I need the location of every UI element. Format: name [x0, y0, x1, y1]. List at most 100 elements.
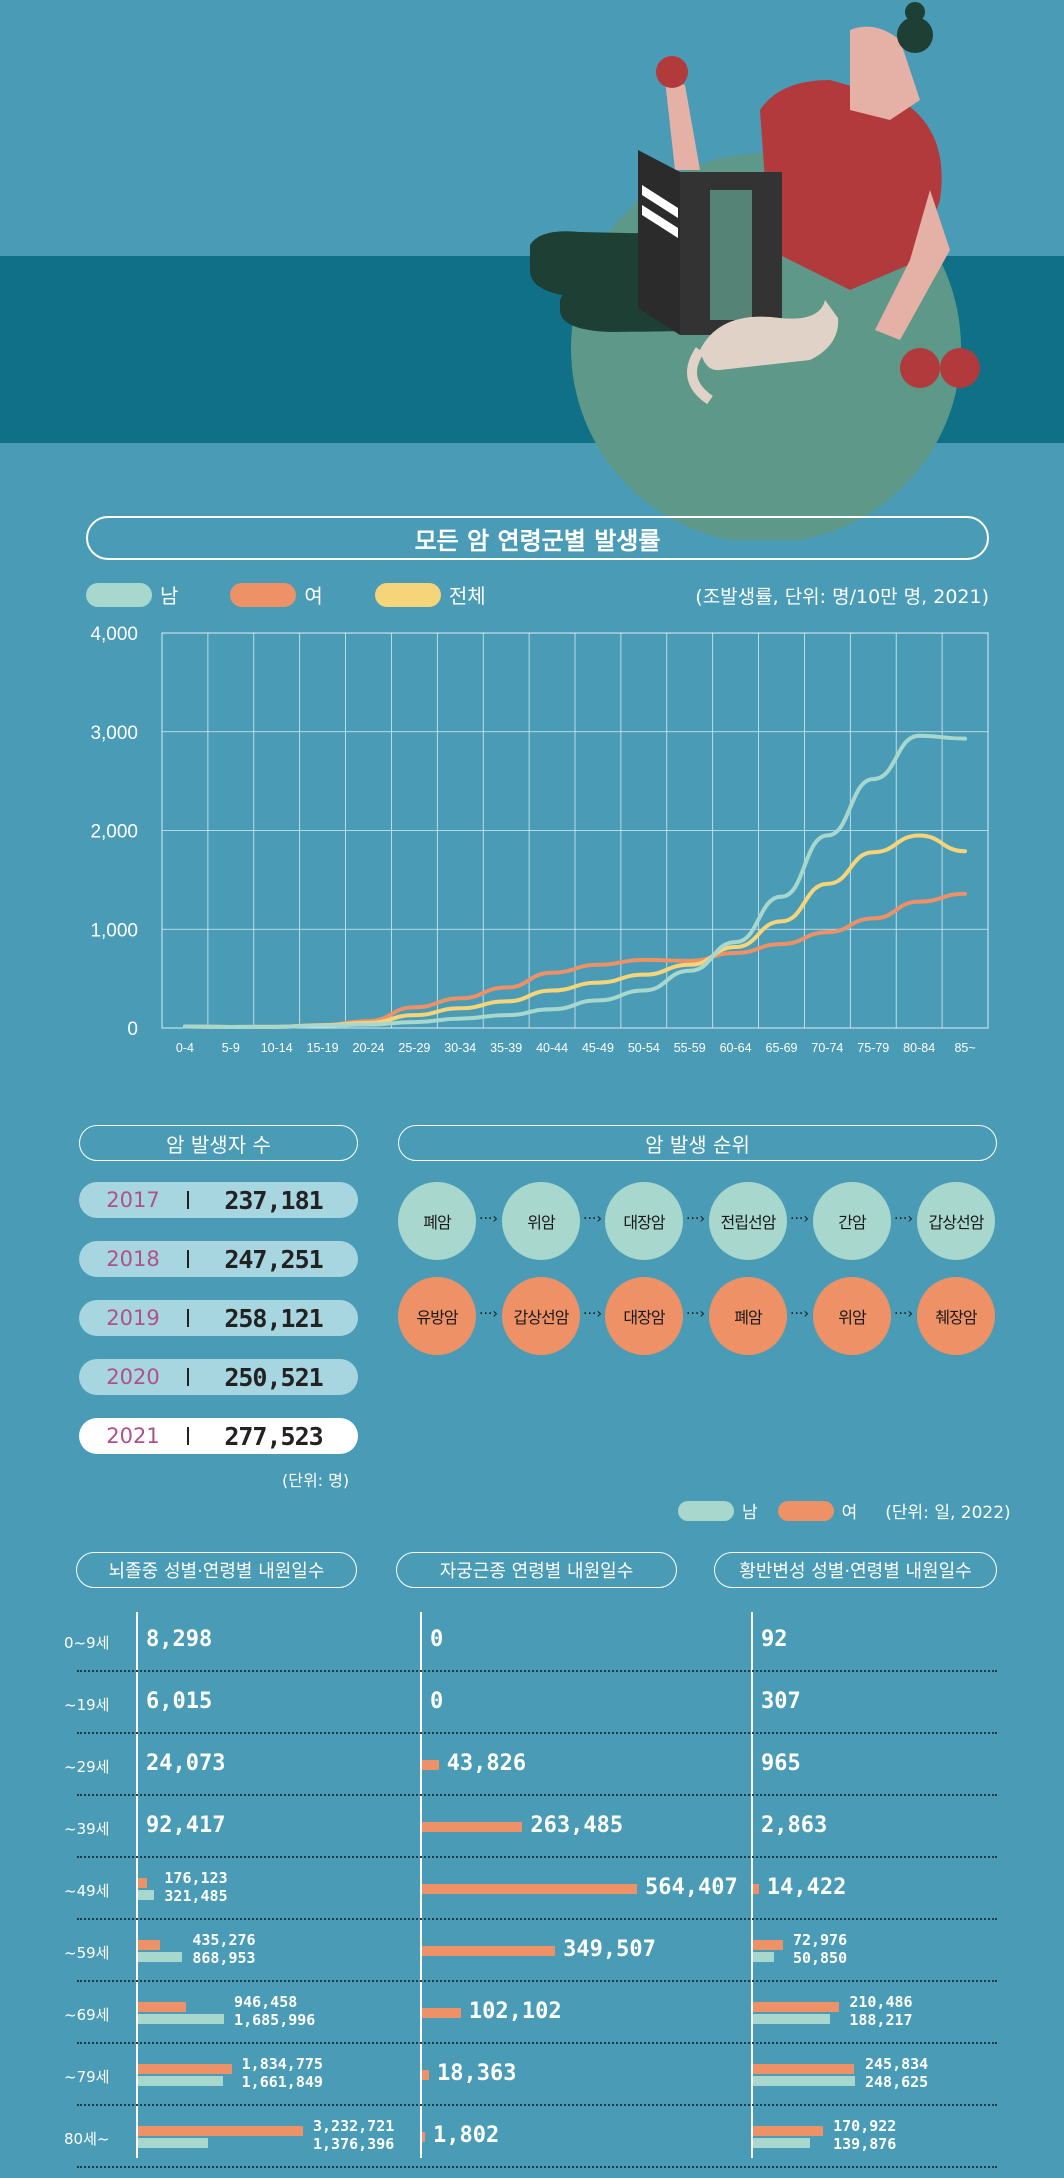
age-label: 0~9세 — [64, 1634, 110, 1652]
uterine-bar-female — [422, 1822, 523, 1832]
age-label: ~29세 — [64, 1758, 110, 1776]
woman-reading-illustration — [530, 2, 980, 540]
incidence-row: 2020 250,521 — [79, 1359, 358, 1395]
axis-line — [751, 1612, 753, 2158]
incidence-year: 2020 — [106, 1365, 160, 1389]
stroke-bar-male — [138, 2014, 225, 2024]
row-divider — [77, 1670, 997, 1672]
x-tick-label: 55-59 — [674, 1041, 706, 1055]
rank-arrow-icon: ···› — [790, 1306, 809, 1322]
uterine-bar-female — [422, 2070, 429, 2080]
legend-male-label: 남 — [160, 584, 179, 608]
x-tick-label: 20-24 — [353, 1041, 385, 1055]
x-tick-label: 10-14 — [261, 1041, 293, 1055]
x-tick-label: 5-9 — [222, 1041, 240, 1055]
incidence-separator — [187, 1309, 189, 1327]
chart-unit-note: (조발생률, 단위: 명/10만 명, 2021) — [695, 586, 989, 608]
uterine-value: 102,102 — [468, 1999, 562, 2024]
macular-value-male: 139,876 — [833, 2135, 897, 2153]
rank-arrow-icon: ···› — [686, 1306, 705, 1322]
bottom-legend-unit: (단위: 일, 2022) — [885, 1503, 1011, 1523]
uterine-value: 43,826 — [446, 1751, 527, 1776]
rank-arrow-icon: ···› — [894, 1211, 913, 1227]
macular-value: 307 — [761, 1689, 801, 1714]
stroke-bar-male — [138, 2138, 209, 2148]
x-tick-label: 60-64 — [720, 1041, 752, 1055]
incidence-count: 250,521 — [224, 1362, 323, 1392]
y-tick-label: 0 — [127, 1019, 138, 1040]
bottom-legend-female: 여 — [777, 1498, 857, 1523]
uterine-value: 349,507 — [563, 1937, 656, 1962]
stroke-bar-female — [138, 2064, 232, 2074]
rank-female-6: 췌장암 — [917, 1277, 995, 1355]
macular-value-female: 72,976 — [792, 1931, 848, 1949]
incidence-line-chart: 4,000 3,000 2,000 1,000 0 0-4 5-9 10-14 15-19 20-… — [90, 624, 989, 1055]
stroke-value-female: 946,458 — [234, 1993, 298, 2011]
uterine-value: 0 — [430, 1689, 444, 1714]
age-label: ~79세 — [64, 2068, 110, 2086]
y-tick-label: 1,000 — [90, 920, 138, 941]
incidence-unit: (단위: 명) — [282, 1471, 350, 1490]
legend-total-label: 전체 — [448, 584, 486, 608]
incidence-count: 247,251 — [224, 1244, 323, 1274]
row-divider — [77, 2104, 997, 2106]
incidence-count: 237,181 — [224, 1185, 323, 1215]
macular-value: 14,422 — [766, 1875, 847, 1900]
incidence-title: 암 발생자 수 — [79, 1125, 358, 1161]
uterine-value: 1,802 — [433, 2123, 500, 2148]
rank-male-4: 전립선암 — [709, 1182, 787, 1260]
legend-female-label: 여 — [304, 584, 323, 608]
uterine-bar-female — [422, 1946, 556, 1956]
stroke-bar-male — [138, 2076, 223, 2086]
incidence-year: 2018 — [106, 1247, 160, 1271]
rank-arrow-icon: ···› — [479, 1211, 498, 1227]
age-label: ~59세 — [64, 1944, 110, 1962]
rank-male-2: 위암 — [502, 1182, 580, 1260]
incidence-count: 277,523 — [224, 1421, 323, 1451]
x-tick-label: 70-74 — [811, 1041, 843, 1055]
macular-bar-female — [753, 1884, 759, 1894]
bottom-legend: 남 여 (단위: 일, 2022) — [678, 1498, 1011, 1523]
x-tick-label: 80-84 — [903, 1041, 935, 1055]
macular-title-text: 황반변성 성별·연령별 내원일수 — [739, 1561, 972, 1582]
stroke-value-female: 176,123 — [164, 1869, 228, 1887]
chart-legend: 남 여 전체 — [86, 580, 486, 609]
macular-bar-male — [753, 2076, 855, 2086]
macular-value-female: 210,486 — [849, 1993, 913, 2011]
incidence-count: 258,121 — [224, 1303, 323, 1333]
macular-value: 2,863 — [761, 1813, 828, 1838]
rank-male-5: 간암 — [813, 1182, 891, 1260]
incidence-row: 2018 247,251 — [79, 1241, 358, 1277]
axis-line — [136, 1612, 138, 2158]
rank-arrow-icon: ···› — [583, 1211, 602, 1227]
uterine-value: 564,407 — [645, 1875, 738, 1900]
stroke-bar-male — [138, 1890, 155, 1900]
incidence-year: 2017 — [106, 1188, 160, 1212]
uterine-bar-female — [422, 1760, 439, 1770]
age-label: ~19세 — [64, 1696, 110, 1714]
uterine-bar-female — [422, 1884, 637, 1894]
rank-arrow-icon: ···› — [583, 1306, 602, 1322]
legend-male: 남 — [86, 580, 178, 609]
macular-bar-male — [753, 2014, 831, 2024]
x-tick-label: 75-79 — [857, 1041, 889, 1055]
incidence-year: 2021 — [106, 1424, 160, 1448]
stroke-value-male: 1,376,396 — [313, 2135, 395, 2153]
rank-arrow-icon: ···› — [894, 1306, 913, 1322]
uterine-title: 자궁근종 연령별 내원일수 — [396, 1552, 677, 1588]
y-tick-label: 3,000 — [90, 723, 138, 744]
bottom-legend-male-label: 남 — [742, 1503, 758, 1523]
rank-female-4: 폐암 — [709, 1277, 787, 1355]
stroke-bar-female — [138, 1940, 161, 1950]
stroke-value: 8,298 — [146, 1627, 213, 1652]
uterine-title-text: 자궁근종 연령별 내원일수 — [439, 1561, 634, 1582]
stroke-bar-female — [138, 2126, 303, 2136]
y-tick-label: 4,000 — [90, 624, 138, 645]
stroke-bar-male — [138, 1952, 183, 1962]
row-divider — [77, 1732, 997, 1734]
uterine-bar-female — [422, 2008, 461, 2018]
x-tick-label: 50-54 — [628, 1041, 660, 1055]
incidence-row: 2017 237,181 — [79, 1182, 358, 1218]
uterine-value: 263,485 — [530, 1813, 624, 1838]
stroke-value-male: 1,661,849 — [241, 2073, 323, 2091]
